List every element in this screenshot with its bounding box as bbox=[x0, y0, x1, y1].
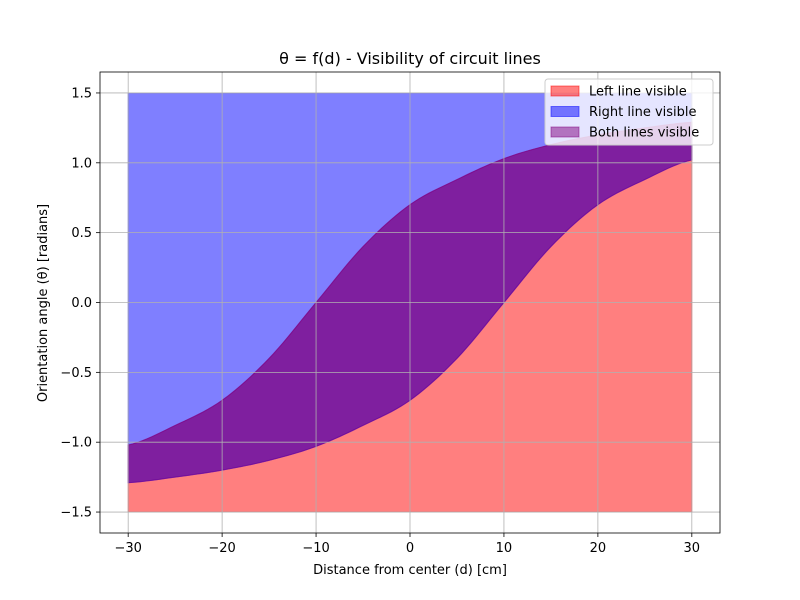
legend-swatch bbox=[550, 126, 580, 138]
chart-title: θ = f(d) - Visibility of circuit lines bbox=[279, 49, 541, 68]
y-tick-label: −0.5 bbox=[60, 366, 92, 381]
y-tick-label: 1.0 bbox=[71, 156, 92, 171]
legend-box bbox=[544, 78, 714, 146]
y-axis-label: Orientation angle (θ) [radians] bbox=[36, 204, 51, 402]
y-tick-label: 0.0 bbox=[71, 296, 92, 311]
x-tick-label: 10 bbox=[496, 541, 513, 556]
x-tick-label: 30 bbox=[684, 541, 701, 556]
x-tick-label: −10 bbox=[302, 541, 329, 556]
legend-label: Left line visible bbox=[589, 85, 687, 100]
y-tick-label: 0.5 bbox=[71, 226, 92, 241]
legend-swatch bbox=[550, 106, 580, 117]
y-tick-label: 1.5 bbox=[71, 86, 92, 101]
legend: Left line visible Right line visible Both … bbox=[544, 78, 714, 146]
x-axis-label: Distance from center (d) [cm] bbox=[313, 563, 507, 578]
x-tick-label: −30 bbox=[114, 541, 141, 556]
legend-label: Both lines visible bbox=[589, 126, 699, 141]
x-tick-label: 20 bbox=[590, 541, 607, 556]
legend-swatch bbox=[550, 85, 580, 97]
x-tick-label: 0 bbox=[406, 541, 414, 556]
y-tick-label: −1.0 bbox=[60, 436, 92, 451]
y-tick-label: −1.5 bbox=[60, 506, 92, 521]
x-tick-label: −20 bbox=[208, 541, 235, 556]
plot-area: −30 −20 −10 0 10 20 30 −1.5 −1.0 −0.5 0.0 0.5 1.0 1.5 bbox=[60, 71, 721, 556]
legend-label: Right line visible bbox=[589, 105, 697, 120]
